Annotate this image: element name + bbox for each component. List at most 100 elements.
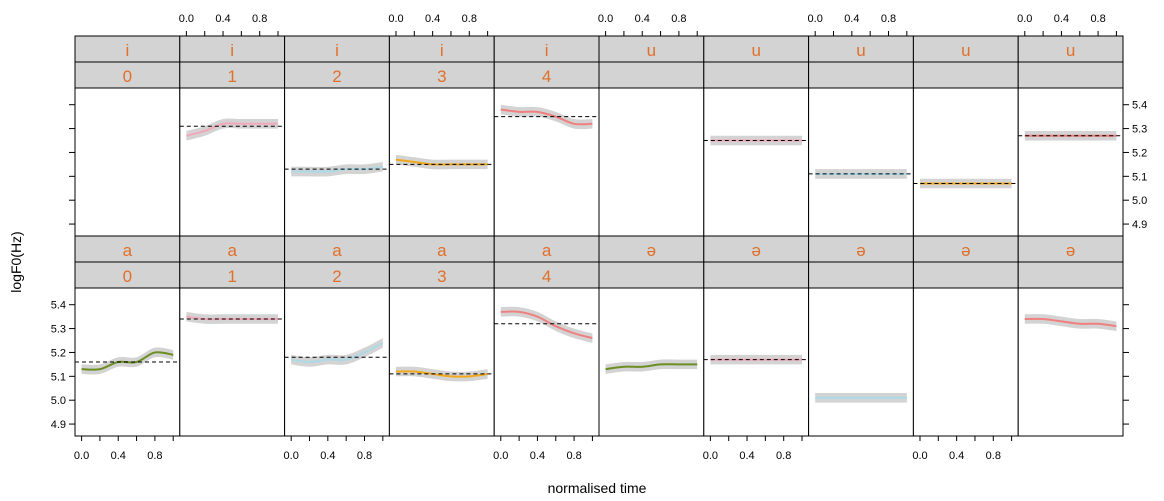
x-tick-label: 0.8 <box>776 450 791 462</box>
strip-tone <box>284 61 390 89</box>
strip-tone <box>808 261 914 289</box>
strip-tone <box>912 61 1019 89</box>
x-tick-label: 0.4 <box>530 450 545 462</box>
strip-vowel <box>284 235 390 263</box>
strip-vowel <box>1017 235 1124 263</box>
strip-vowel-label: a <box>437 241 447 260</box>
x-tick-label: 0.0 <box>1017 13 1032 25</box>
x-tick-label: 0.8 <box>147 450 162 462</box>
strip-vowel-label: u <box>647 41 656 60</box>
strip-tone-label: 0 <box>123 267 132 286</box>
y-tick-label: 5.0 <box>1132 195 1147 207</box>
strip-vowel-label: u <box>961 41 970 60</box>
panel-frame <box>388 287 495 437</box>
strip-tone <box>493 61 600 89</box>
strip-tone-label: 2 <box>332 267 341 286</box>
strip-vowel-label: a <box>332 241 342 260</box>
y-tick-label: 5.1 <box>1132 171 1147 183</box>
panel-frame <box>808 287 914 437</box>
confidence-band <box>186 311 279 324</box>
strip-tone <box>1017 61 1124 89</box>
panel-layer <box>74 87 1124 437</box>
strip-tone-label: 3 <box>437 67 446 86</box>
panel-frame <box>74 87 181 237</box>
strip-tone-label: 3 <box>437 267 446 286</box>
strip-vowel-label: i <box>126 41 130 60</box>
x-tick-label: 0.0 <box>703 450 718 462</box>
y-tick-label: 5.3 <box>51 324 66 336</box>
strip-tone <box>179 261 286 289</box>
y-tick-label: 5.4 <box>1132 100 1147 112</box>
x-tick-label: 0.4 <box>844 13 859 25</box>
y-tick-label: 5.1 <box>51 371 66 383</box>
strip-tone <box>703 261 810 289</box>
strip-vowel-label: u <box>856 41 865 60</box>
x-tick-label: 0.8 <box>566 450 581 462</box>
series-line <box>500 310 593 340</box>
x-tick-label: 0.4 <box>215 13 230 25</box>
strip-vowel <box>912 35 1019 63</box>
strip-tone-label: 1 <box>227 267 236 286</box>
strip-tone-label: 0 <box>123 67 132 86</box>
y-tick-label: 4.9 <box>1132 219 1147 231</box>
strip-vowel-label: i <box>335 41 339 60</box>
strip-vowel <box>1017 35 1124 63</box>
series-line <box>291 342 384 364</box>
strip-tone-label: 4 <box>542 267 551 286</box>
axes-layer: 0.0 0.4 0.8 0.0 0.4 0.8 0.0 0.4 0.8 0.0 0.4 0.8 0.0 0… <box>51 13 1148 462</box>
x-tick-label: 0.0 <box>388 13 403 25</box>
x-tick-label: 0.8 <box>1090 13 1105 25</box>
x-tick-label: 0.8 <box>671 13 686 25</box>
panel-frame <box>808 87 914 237</box>
x-tick-label: 0.0 <box>493 450 508 462</box>
strip-tone <box>1017 261 1124 289</box>
panel-frame <box>1017 287 1124 437</box>
panel-frame <box>912 87 1019 237</box>
strip-tone <box>388 261 495 289</box>
series-line <box>291 165 383 173</box>
panel-frame <box>284 87 390 237</box>
x-tick-label: 0.8 <box>357 450 372 462</box>
x-tick-label: 0.0 <box>808 13 823 25</box>
strip-vowel-label: a <box>542 241 552 260</box>
strip-tone <box>598 61 705 89</box>
strip-vowel <box>598 35 705 63</box>
strip-vowel <box>388 35 495 63</box>
x-tick-label: 0.8 <box>881 13 896 25</box>
x-tick-label: 0.8 <box>462 13 477 25</box>
strip-vowel-label: i <box>230 41 234 60</box>
strip-vowel-label: u <box>1066 41 1075 60</box>
x-tick-label: 0.0 <box>179 13 194 25</box>
strip-vowel-label: a <box>123 241 133 260</box>
y-tick-label: 5.2 <box>51 347 66 359</box>
y-axis-label: logF0(Hz) <box>8 231 24 292</box>
y-tick-label: 5.4 <box>51 300 66 312</box>
x-tick-label: 0.4 <box>111 450 126 462</box>
x-tick-label: 0.0 <box>284 450 299 462</box>
strip-tone <box>808 61 914 89</box>
strip-vowel-label: ə <box>647 241 656 260</box>
confidence-band <box>605 359 698 374</box>
panel-frame <box>912 287 1019 437</box>
strip-tone <box>703 61 810 89</box>
strip-vowel-label: ə <box>961 241 970 260</box>
strip-vowel <box>74 35 181 63</box>
x-tick-label: 0.0 <box>912 450 927 462</box>
strip-vowel-label: ə <box>751 241 760 260</box>
x-tick-label: 0.4 <box>949 450 964 462</box>
x-tick-label: 0.4 <box>1054 13 1069 25</box>
panel-frame <box>598 87 705 237</box>
series-line <box>395 370 488 378</box>
x-axis-label: normalised time <box>548 480 647 496</box>
panel-frame <box>703 87 810 237</box>
strip-vowel-label: i <box>440 41 444 60</box>
strip-vowel-label: i <box>545 41 549 60</box>
x-tick-label: 0.0 <box>598 13 613 25</box>
y-tick-label: 5.0 <box>51 395 66 407</box>
strip-vowel-label: a <box>227 241 237 260</box>
panel-frame <box>179 87 286 237</box>
strip-vowel-label: ə <box>856 241 865 260</box>
x-tick-label: 0.4 <box>739 450 754 462</box>
x-tick-label: 0.0 <box>74 450 89 462</box>
